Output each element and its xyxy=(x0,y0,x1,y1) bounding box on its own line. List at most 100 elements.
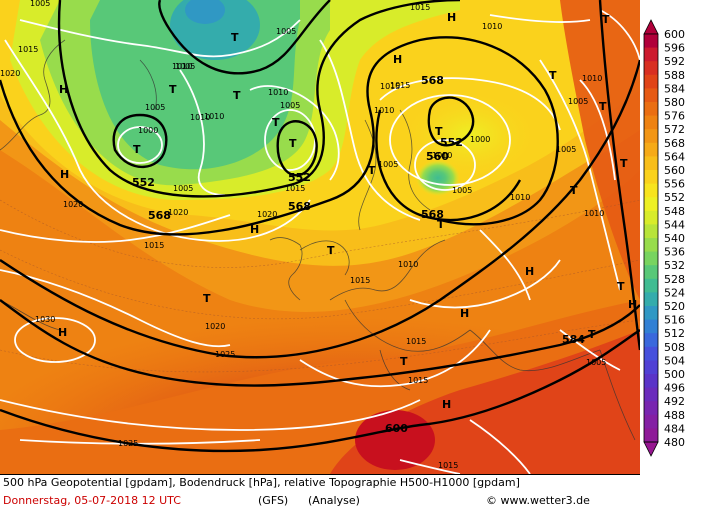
legend-swatch xyxy=(644,333,658,348)
coastlines xyxy=(0,39,636,441)
legend-tick-label: 500 xyxy=(664,368,685,381)
legend-tick-label: 588 xyxy=(664,69,685,82)
isobar-label: 1030 xyxy=(35,315,55,324)
isobar-label: 1015 xyxy=(438,461,458,470)
isobar-label: 1010 xyxy=(204,112,224,121)
legend-swatch xyxy=(644,265,658,280)
legend-swatch xyxy=(644,401,658,416)
legend-swatch xyxy=(644,156,658,171)
legend-swatch xyxy=(644,34,658,49)
legend-swatch xyxy=(644,74,658,89)
low-center: T xyxy=(599,100,607,113)
low-center: T xyxy=(327,244,335,257)
geopotential-label: 552 xyxy=(132,176,155,189)
field-baltic-green xyxy=(416,160,460,196)
legend-swatch xyxy=(644,428,658,443)
isobar-label: 1005 xyxy=(276,27,296,36)
legend-tick-label: 492 xyxy=(664,395,685,408)
isobar-label: 1020 xyxy=(257,210,277,219)
caption: 500 hPa Geopotential [gpdam], Bodendruck… xyxy=(0,474,640,514)
legend-swatch xyxy=(644,129,658,144)
isobar-label: 1005 xyxy=(30,0,50,8)
legend-tick-label: 600 xyxy=(664,28,685,41)
isobar-label: 1010 xyxy=(172,62,192,71)
isobar-label: 1000 xyxy=(138,126,158,135)
isobar-label: 1010 xyxy=(584,209,604,218)
high-center: H xyxy=(59,83,68,96)
low-center: T xyxy=(272,116,280,129)
low-center: T xyxy=(203,292,211,305)
legend-swatch xyxy=(644,210,658,225)
geopotential-label: 600 xyxy=(385,422,408,435)
isobar-label: 1010 xyxy=(482,22,502,31)
geopotential-lines xyxy=(0,0,640,453)
isobar-label: 1010 xyxy=(268,88,288,97)
legend-swatch xyxy=(644,238,658,253)
legend-tick-label: 484 xyxy=(664,422,685,435)
legend-swatch xyxy=(644,115,658,130)
pressure-center-group: T T T T T T T T T T T T T T T T T T T H … xyxy=(58,11,637,411)
low-center: T xyxy=(368,164,376,177)
caption-date: Donnerstag, 05-07-2018 12 UTC xyxy=(3,494,181,507)
isobar-label: 1005 xyxy=(280,101,300,110)
low-center: T xyxy=(231,31,239,44)
isobar-label: 1010 xyxy=(398,260,418,269)
low-center: T xyxy=(620,157,628,170)
geopotential-label-group: 552 552 552 568 568 568 568 560 584 600 xyxy=(132,74,585,435)
legend-swatch xyxy=(644,346,658,361)
isobar-label: 1020 xyxy=(205,322,225,331)
color-legend: 6005965925885845805765725685645605565525… xyxy=(640,0,704,474)
legend-swatch xyxy=(644,387,658,402)
low-center: T xyxy=(133,143,141,156)
low-center: T xyxy=(233,89,241,102)
high-center: H xyxy=(442,398,451,411)
low-center: T xyxy=(549,69,557,82)
isobar-label: 1005 xyxy=(145,103,165,112)
legend-swatch xyxy=(644,142,658,157)
isobar-label: 1015 xyxy=(410,3,430,12)
legend-tick-label: 560 xyxy=(664,164,685,177)
legend-swatch xyxy=(644,102,658,117)
legend-tick-label: 536 xyxy=(664,246,685,259)
low-center: T xyxy=(437,218,445,231)
low-center: T xyxy=(588,328,596,341)
isobar-label: 1005 xyxy=(568,97,588,106)
legend-tick-label: 544 xyxy=(664,218,685,231)
legend-bar xyxy=(643,19,659,457)
legend-swatch xyxy=(644,47,658,62)
isobar-label: 1010 xyxy=(432,151,452,160)
legend-swatch xyxy=(644,360,658,375)
legend-swatch xyxy=(644,88,658,103)
isobar-label: 1005 xyxy=(173,184,193,193)
caption-copyright[interactable]: © www.wetter3.de xyxy=(486,494,590,507)
isobar-label: 1015 xyxy=(408,376,428,385)
field-520-core xyxy=(185,0,225,24)
isobar-label: 1020 xyxy=(63,200,83,209)
isobar-label: 1010 xyxy=(582,74,602,83)
isobar-label: 1015 xyxy=(18,45,38,54)
high-center: H xyxy=(393,53,402,66)
isobar-label: 1010 xyxy=(374,106,394,115)
geopotential-label: 568 xyxy=(288,200,311,213)
isobar-label: 1015 xyxy=(350,276,370,285)
caption-title: 500 hPa Geopotential [gpdam], Bodendruck… xyxy=(3,476,520,489)
legend-swatch xyxy=(644,170,658,185)
isobar-label: 1020 xyxy=(0,69,20,78)
isobar-label: 1020 xyxy=(168,208,188,217)
low-center: T xyxy=(289,137,297,150)
legend-tick-label: 540 xyxy=(664,232,685,245)
geopotential-label: 552 xyxy=(440,136,463,149)
low-center: T xyxy=(617,280,625,293)
isobar-label: 1015 xyxy=(390,81,410,90)
topography-contours xyxy=(0,199,640,373)
isobar-label: 1025 xyxy=(118,439,138,448)
legend-tick-label: 568 xyxy=(664,137,685,150)
legend-tick-label: 528 xyxy=(664,273,685,286)
low-center: T xyxy=(400,355,408,368)
legend-tick-label: 480 xyxy=(664,436,685,449)
isobar-label: 1015 xyxy=(406,337,426,346)
isobar-label: 1010 xyxy=(190,113,210,122)
low-center: T xyxy=(435,125,443,138)
isobar-label: 1005 xyxy=(378,160,398,169)
legend-tick-label: 556 xyxy=(664,178,685,191)
